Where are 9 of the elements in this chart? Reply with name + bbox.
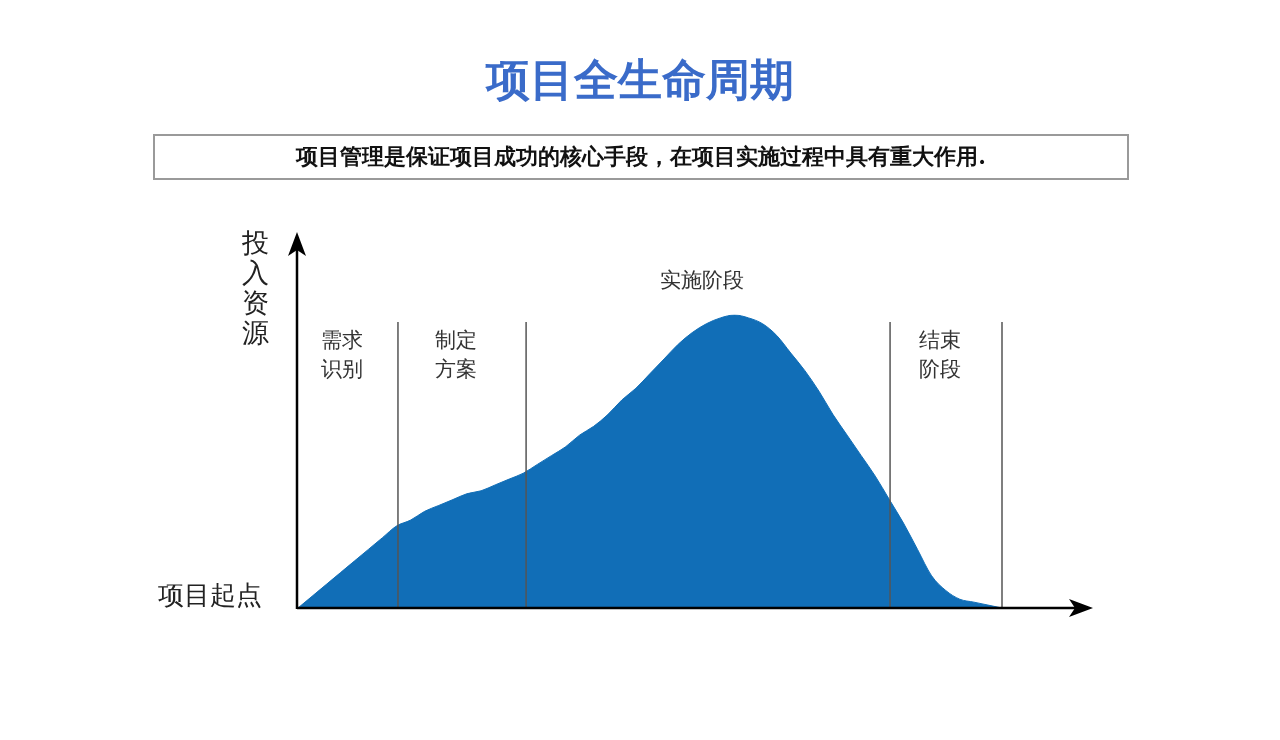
text-frame: 项目管理是保证项目成功的核心手段，在项目实施过程中具有重大作用. [153, 134, 1129, 180]
chart-subtitle: 项目管理是保证项目成功的核心手段，在项目实施过程中具有重大作用. [296, 142, 986, 171]
annotation: 结束阶段 [919, 328, 962, 382]
y-axis-title: 投入资源 [240, 227, 269, 349]
annotation: 制定方案 [435, 328, 478, 382]
text: 实施阶段 [660, 268, 745, 293]
annotation: 需求识别 [320, 328, 363, 382]
text: 项目起点 [158, 579, 262, 610]
chart-title: 项目全生命周期 [484, 53, 795, 107]
